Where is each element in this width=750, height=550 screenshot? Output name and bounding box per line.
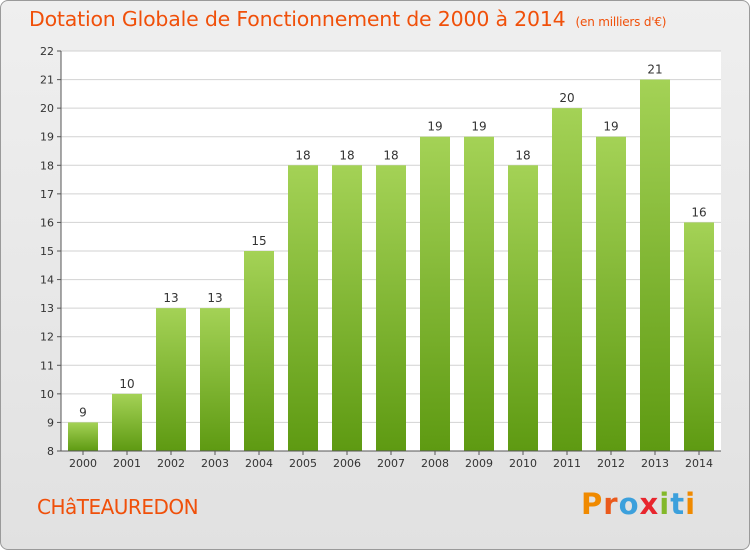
bar <box>288 165 318 452</box>
bar <box>244 251 274 451</box>
y-tick-label: 10 <box>40 388 54 401</box>
bar <box>112 393 142 451</box>
proxiti-logo: Proxiti <box>581 487 696 521</box>
y-tick-label: 19 <box>40 131 54 144</box>
y-tick-label: 12 <box>40 331 54 344</box>
bar <box>200 308 230 451</box>
bar-value-label: 20 <box>559 91 574 105</box>
bar-value-label: 9 <box>79 405 87 419</box>
x-tick-label: 2010 <box>509 457 537 470</box>
logo-letter: o <box>618 487 640 521</box>
logo-letter: P <box>581 487 604 521</box>
bar <box>596 136 626 451</box>
bar-value-label: 18 <box>515 148 530 162</box>
y-tick-label: 13 <box>40 302 54 315</box>
x-tick-label: 2008 <box>421 457 449 470</box>
y-tick-label: 18 <box>40 159 54 172</box>
bar-value-label: 16 <box>691 205 706 219</box>
x-tick-label: 2006 <box>333 457 361 470</box>
x-tick-label: 2001 <box>113 457 141 470</box>
chart-unit: (en milliers d'€) <box>575 15 667 29</box>
bar-value-label: 19 <box>471 120 486 134</box>
x-tick-label: 2002 <box>157 457 185 470</box>
y-tick-label: 11 <box>40 359 54 372</box>
bar <box>684 222 714 451</box>
bar-value-label: 13 <box>207 291 222 305</box>
bar-value-label: 18 <box>339 148 354 162</box>
x-tick-label: 2000 <box>69 457 97 470</box>
bar-value-label: 18 <box>295 148 310 162</box>
y-tick-label: 17 <box>40 188 54 201</box>
bar <box>68 422 98 451</box>
y-tick-label: 15 <box>40 245 54 258</box>
x-tick-label: 2009 <box>465 457 493 470</box>
logo-letter: t <box>670 487 686 521</box>
bar-value-label: 13 <box>163 291 178 305</box>
bar-value-label: 18 <box>383 148 398 162</box>
bar <box>156 308 186 451</box>
x-tick-label: 2003 <box>201 457 229 470</box>
bar <box>464 136 494 451</box>
x-tick-label: 2007 <box>377 457 405 470</box>
logo-letter: i <box>685 487 697 521</box>
logo-letter: i <box>659 487 671 521</box>
x-tick-label: 2011 <box>553 457 581 470</box>
commune-name: CHâTEAUREDON <box>37 495 199 519</box>
logo-letter: r <box>603 487 619 521</box>
bar-value-label: 19 <box>603 120 618 134</box>
x-tick-label: 2014 <box>685 457 713 470</box>
y-tick-label: 9 <box>47 416 54 429</box>
bar <box>376 165 406 452</box>
bar <box>332 165 362 452</box>
x-tick-label: 2005 <box>289 457 317 470</box>
bar <box>552 108 582 452</box>
y-tick-label: 22 <box>40 45 54 58</box>
bar-value-label: 19 <box>427 120 442 134</box>
x-tick-label: 2013 <box>641 457 669 470</box>
bar-value-label: 15 <box>251 234 266 248</box>
x-tick-label: 2004 <box>245 457 273 470</box>
chart-title-text: Dotation Globale de Fonctionnement de 20… <box>29 7 566 31</box>
bar <box>640 79 670 452</box>
bar-value-label: 10 <box>119 377 134 391</box>
y-tick-label: 21 <box>40 74 54 87</box>
bar-value-label: 21 <box>647 63 662 77</box>
y-tick-label: 8 <box>47 445 54 458</box>
chart-title: Dotation Globale de Fonctionnement de 20… <box>29 7 666 31</box>
bar <box>420 136 450 451</box>
bar <box>508 165 538 452</box>
logo-letter: x <box>639 487 660 521</box>
y-tick-label: 14 <box>40 274 54 287</box>
y-tick-label: 20 <box>40 102 54 115</box>
x-tick-label: 2012 <box>597 457 625 470</box>
y-tick-label: 16 <box>40 216 54 229</box>
